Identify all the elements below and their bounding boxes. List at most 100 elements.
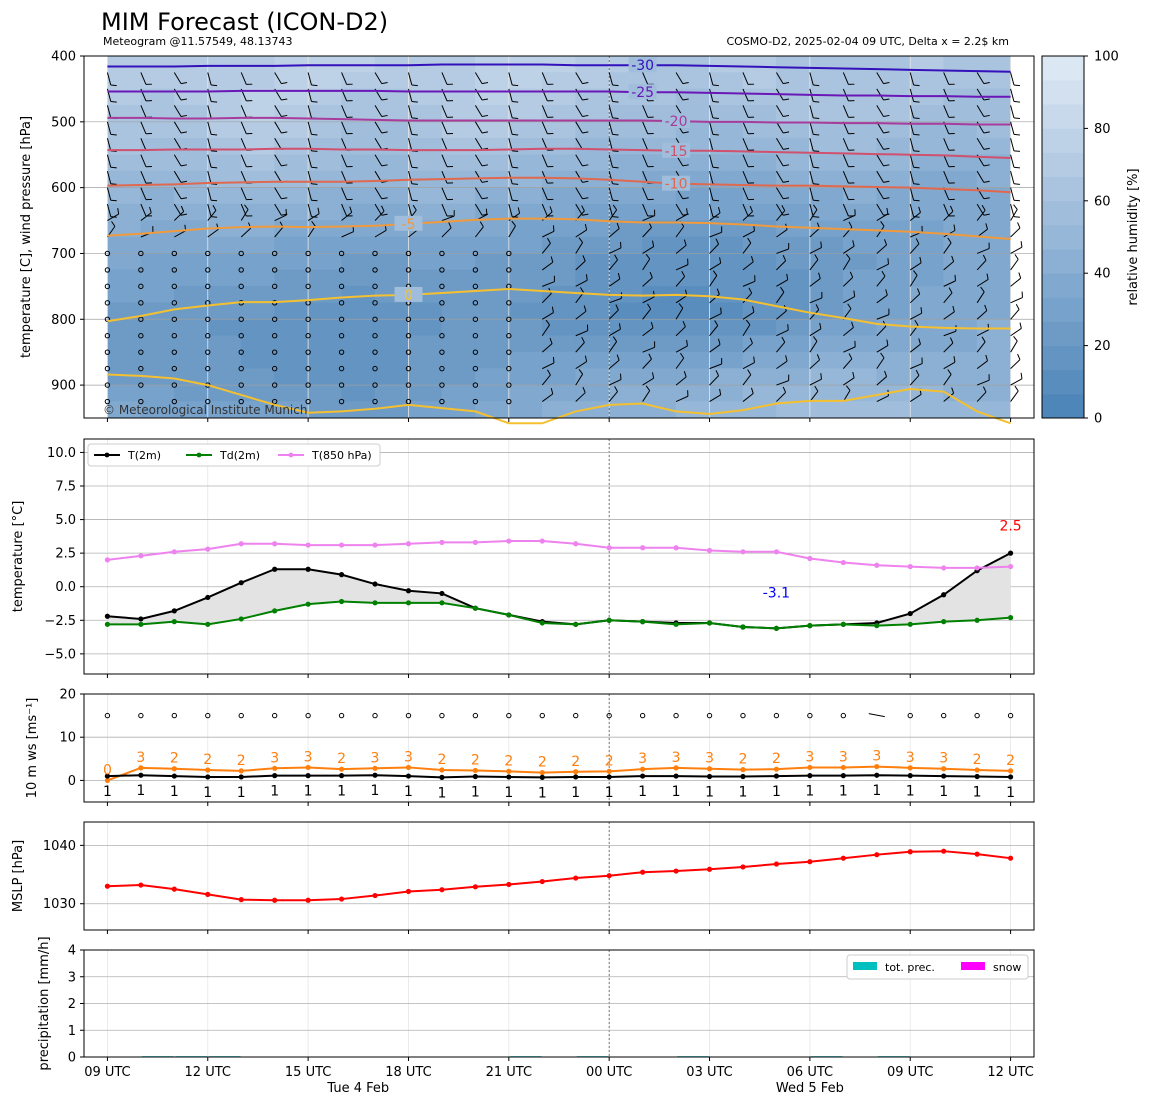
humidity-cell [575, 385, 609, 402]
humidity-cell [876, 401, 910, 418]
mslp-point [105, 884, 110, 889]
series-point [908, 611, 913, 616]
wind-barb-flag [813, 184, 819, 185]
wind-barb-flag [1014, 118, 1020, 119]
humidity-cell [509, 270, 543, 287]
isotherm-label: -20 [665, 114, 688, 130]
humidity-cell [408, 253, 442, 270]
humidity-cell [843, 72, 877, 89]
y-tick-label: 20 [59, 688, 76, 703]
mean-wind-label: 1 [203, 785, 212, 801]
humidity-cell [107, 138, 141, 155]
mslp-point [205, 892, 210, 897]
humidity-cell [308, 253, 342, 270]
humidity-cell [977, 56, 1011, 73]
humidity-cell [442, 187, 476, 204]
humidity-cell [709, 122, 743, 139]
humidity-cell [207, 319, 241, 336]
wind-barb-flag [613, 101, 619, 102]
humidity-cell [743, 105, 777, 122]
humidity-cell [107, 187, 141, 204]
humidity-cell [341, 171, 375, 188]
wind-barb-flag [512, 101, 518, 102]
humidity-cell [341, 270, 375, 287]
mean-wind-label: 1 [304, 784, 313, 800]
mslp-point [172, 887, 177, 892]
wind-barb-flag [914, 184, 920, 185]
humidity-cell [810, 187, 844, 204]
humidity-cell [475, 220, 509, 237]
wind-barb-flag [211, 167, 217, 168]
humidity-cell [509, 237, 543, 254]
gust-label: 3 [136, 750, 145, 766]
colorbar-band [1042, 56, 1084, 81]
humidity-cell [810, 270, 844, 287]
colorbar-tick-label: 40 [1094, 267, 1111, 282]
mean-wind-label: 1 [471, 785, 480, 801]
mean-wind-point [908, 773, 913, 778]
humidity-cell [542, 335, 576, 352]
figure-subtitle-right: COSMO-D2, 2025-02-04 09 UTC, Delta x = 2… [726, 35, 1009, 48]
wind-barb-flag [512, 184, 518, 185]
series-point [740, 624, 745, 629]
humidity-cell [609, 253, 643, 270]
humidity-cell [174, 237, 208, 254]
wind-barb-flag [1014, 167, 1020, 168]
mean-wind-point [841, 773, 846, 778]
humidity-cell [207, 56, 241, 73]
humidity-cell [910, 187, 944, 204]
series-point [406, 541, 411, 546]
colorbar-band [1042, 177, 1084, 202]
series-point [138, 616, 143, 621]
series-point [1008, 551, 1013, 556]
wind-barb-flag [1014, 200, 1020, 201]
y-tick-label: 10 [59, 731, 76, 746]
humidity-cell [141, 105, 175, 122]
humidity-cell [141, 122, 175, 139]
humidity-cell [107, 335, 141, 352]
gust-point [372, 766, 377, 771]
humidity-cell [676, 237, 710, 254]
humidity-cell [810, 122, 844, 139]
humidity-cell [876, 335, 910, 352]
humidity-cell [107, 237, 141, 254]
humidity-cell [910, 138, 944, 155]
y-tick-label: 5.0 [55, 513, 76, 528]
humidity-cell [408, 303, 442, 320]
humidity-cell [241, 335, 275, 352]
gust-label: 2 [170, 751, 179, 767]
y-axis-label: precipitation [mm/h] [37, 936, 52, 1070]
humidity-cell [308, 401, 342, 418]
mean-wind-point [1008, 774, 1013, 779]
humidity-cell [542, 154, 576, 171]
colorbar-band [1042, 152, 1084, 177]
humidity-cell [709, 138, 743, 155]
humidity-cell [709, 187, 743, 204]
humidity-cell [141, 253, 175, 270]
humidity-cell [810, 385, 844, 402]
humidity-cell [542, 368, 576, 385]
humidity-cell [810, 105, 844, 122]
wind-barb-flag [1014, 101, 1020, 102]
humidity-cell [910, 105, 944, 122]
humidity-cell [676, 270, 710, 287]
series-point [306, 602, 311, 607]
humidity-cell [642, 352, 676, 369]
wind-barb-flag [486, 209, 487, 215]
humidity-cell [642, 237, 676, 254]
series-point [439, 600, 444, 605]
series-point [473, 606, 478, 611]
wind-barb-flag [713, 101, 719, 102]
humidity-cell [408, 237, 442, 254]
humidity-cell [107, 270, 141, 287]
humidity-cell [910, 237, 944, 254]
y-tick-label: 1 [68, 1024, 76, 1039]
humidity-cell [910, 253, 944, 270]
wind-barb-flag [613, 167, 619, 168]
humidity-cell [408, 187, 442, 204]
series-point [841, 560, 846, 565]
gust-point [406, 765, 411, 770]
mean-wind-label: 1 [739, 785, 748, 801]
humidity-cell [442, 122, 476, 139]
